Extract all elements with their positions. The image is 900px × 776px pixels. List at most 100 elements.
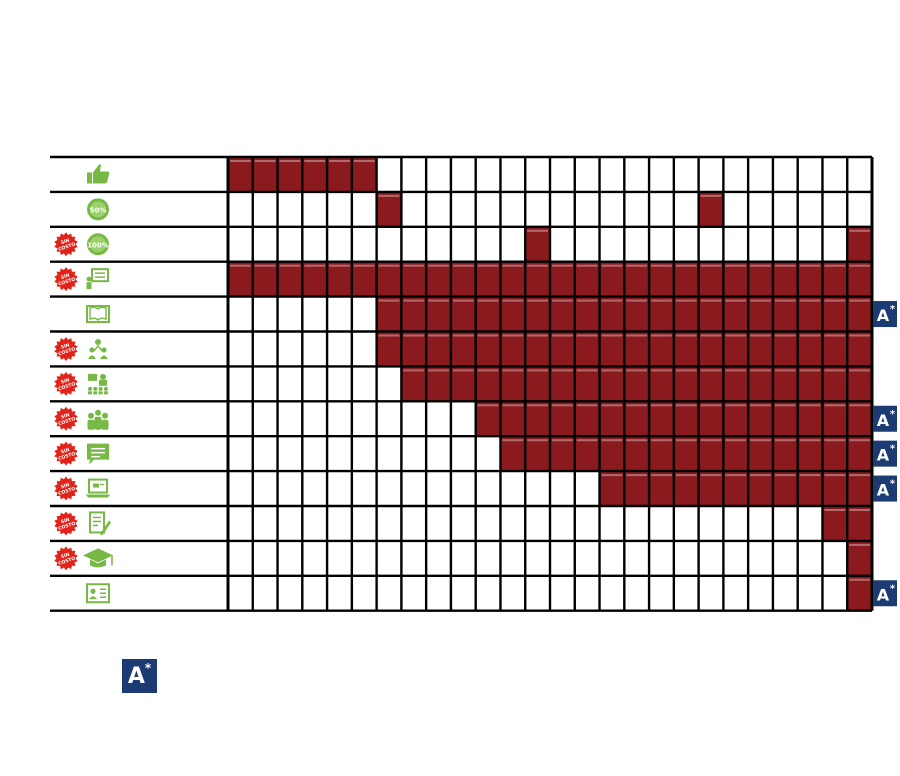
filled-cell: [772, 366, 798, 402]
exam-paper-icon: [89, 511, 111, 536]
filled-cell: [475, 331, 501, 367]
cell-highlight: [576, 299, 598, 302]
filled-cell: [698, 401, 724, 437]
filled-cell: [649, 366, 674, 402]
cell-highlight: [304, 160, 326, 162]
filled-cell: [525, 226, 550, 262]
cell-highlight: [750, 334, 771, 337]
accreditation-badge-icon: A *: [873, 580, 897, 607]
filled-cell: [698, 331, 724, 367]
free-stamp-line2: COSTO: [58, 451, 77, 462]
filled-cell: [822, 366, 848, 402]
cell-highlight: [626, 404, 648, 407]
cell-highlight: [254, 264, 276, 267]
cell-highlight: [824, 509, 846, 511]
filled-cell: [550, 261, 575, 297]
cell-highlight: [750, 299, 771, 302]
cell-highlight: [849, 543, 870, 546]
cell-highlight: [651, 474, 672, 477]
cell-highlight: [799, 474, 821, 477]
cell-highlight: [428, 299, 449, 302]
cell-highlight: [626, 264, 648, 267]
free-stamp-line2: COSTO: [58, 486, 77, 497]
filled-cell: [401, 331, 427, 367]
filled-cell: [624, 261, 650, 297]
cell-highlight: [428, 334, 449, 337]
filled-cell: [698, 296, 724, 332]
free-stamp-line2: COSTO: [58, 346, 77, 357]
filled-cell: [500, 436, 526, 472]
cell-highlight: [477, 299, 499, 302]
cell-highlight: [750, 474, 771, 477]
filled-cell: [450, 366, 476, 402]
cell-highlight: [626, 334, 648, 337]
filled-cell: [673, 296, 699, 332]
cell-highlight: [799, 404, 821, 407]
filled-cell: [302, 261, 328, 297]
cell-highlight: [799, 264, 821, 267]
badge-mark: *: [890, 583, 896, 594]
filled-cell: [624, 331, 650, 367]
filled-cell: [574, 331, 600, 367]
filled-cell: [772, 331, 798, 367]
free-stamp-line1: SIN: [60, 517, 70, 525]
cell-highlight: [452, 369, 474, 372]
cell-highlight: [849, 439, 870, 442]
cell-highlight: [428, 369, 449, 372]
filled-cell: [500, 366, 526, 402]
filled-cell: [772, 471, 798, 506]
cell-highlight: [774, 334, 796, 337]
filled-cell: [450, 261, 476, 297]
cell-highlight: [675, 474, 697, 477]
badge-letter: A: [877, 306, 890, 325]
filled-cell: [698, 366, 724, 402]
badge-mark: *: [890, 444, 896, 455]
filled-cell: [723, 366, 749, 402]
cell-highlight: [477, 404, 499, 407]
filled-cells: [228, 157, 872, 611]
cell-highlight: [824, 404, 846, 407]
cell-highlight: [576, 439, 598, 442]
cell-highlight: [502, 264, 524, 267]
cell-highlight: [403, 299, 425, 302]
cell-highlight: [700, 264, 722, 267]
filled-cell: [723, 471, 749, 506]
filled-cell: [426, 261, 451, 297]
filled-cell: [624, 471, 650, 506]
filled-cell: [599, 401, 625, 437]
filled-cell: [698, 436, 724, 472]
filled-cell: [847, 401, 872, 437]
free-stamp-line1: SIN: [60, 273, 70, 281]
badge-letter: A: [877, 585, 890, 604]
open-book-icon: [86, 305, 110, 324]
cell-highlight: [849, 299, 870, 302]
filled-cell: [599, 296, 625, 332]
cell-highlight: [675, 334, 697, 337]
cell-highlight: [849, 264, 870, 267]
cell-highlight: [700, 369, 722, 372]
percent-100-icon: 100%: [87, 233, 109, 256]
cell-highlight: [403, 334, 425, 337]
filled-cell: [649, 436, 674, 472]
percent-50-icon: 50%: [87, 198, 109, 221]
filled-cell: [624, 436, 650, 472]
free-stamp-line1: SIN: [60, 342, 70, 350]
cell-highlight: [799, 299, 821, 302]
cell-highlight: [477, 264, 499, 267]
cell-highlight: [824, 264, 846, 267]
cell-highlight: [552, 299, 573, 302]
badge-mark: *: [890, 304, 896, 315]
filled-cell: [772, 261, 798, 297]
filled-cell: [450, 296, 476, 332]
cell-highlight: [849, 404, 870, 407]
cell-highlight: [452, 334, 474, 337]
filled-cell: [525, 436, 550, 472]
filled-cell: [277, 157, 303, 192]
free-stamp-line1: SIN: [60, 238, 70, 246]
filled-cell: [500, 331, 526, 367]
free-stamp-line1: SIN: [60, 482, 70, 490]
team-icon: [87, 409, 109, 430]
